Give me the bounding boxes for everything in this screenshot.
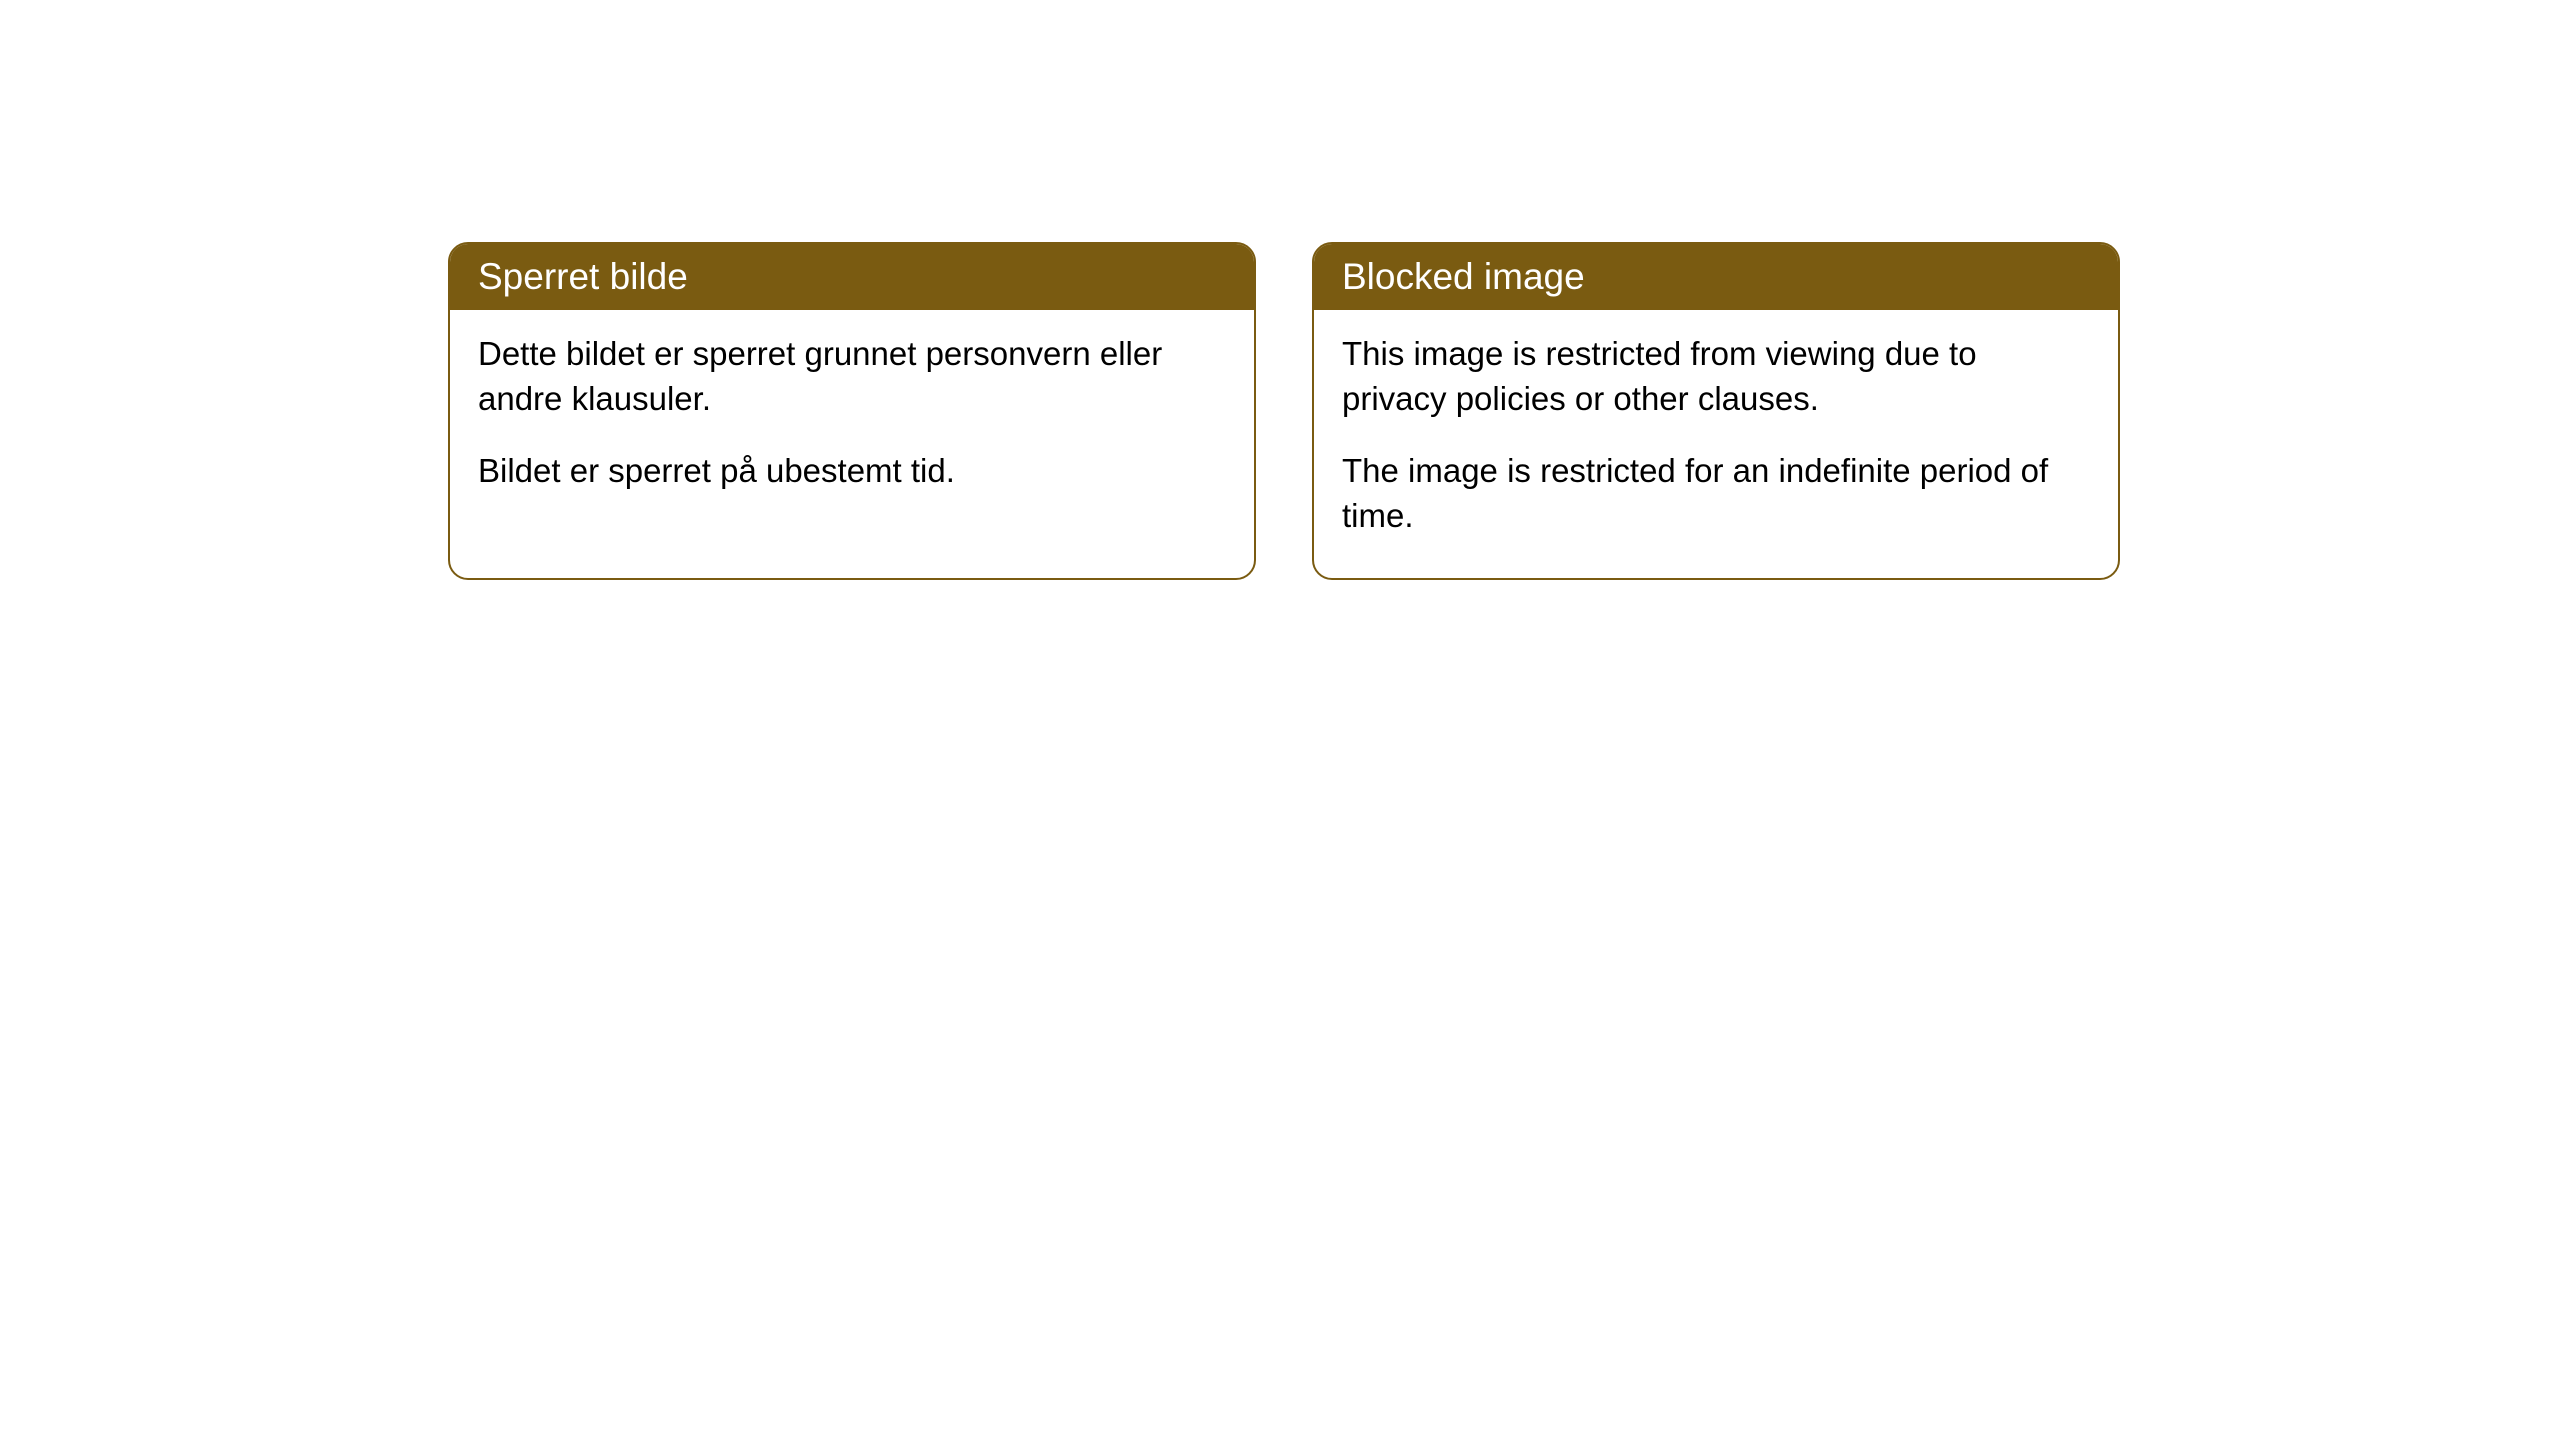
card-header: Blocked image <box>1314 244 2118 310</box>
card-title: Blocked image <box>1342 256 1585 297</box>
notice-cards-container: Sperret bilde Dette bildet er sperret gr… <box>448 242 2120 580</box>
card-paragraph-2: The image is restricted for an indefinit… <box>1342 449 2090 538</box>
card-body: Dette bildet er sperret grunnet personve… <box>450 310 1254 534</box>
card-paragraph-1: This image is restricted from viewing du… <box>1342 332 2090 421</box>
card-title: Sperret bilde <box>478 256 688 297</box>
card-paragraph-2: Bildet er sperret på ubestemt tid. <box>478 449 1226 494</box>
blocked-image-card-english: Blocked image This image is restricted f… <box>1312 242 2120 580</box>
card-body: This image is restricted from viewing du… <box>1314 310 2118 578</box>
blocked-image-card-norwegian: Sperret bilde Dette bildet er sperret gr… <box>448 242 1256 580</box>
card-paragraph-1: Dette bildet er sperret grunnet personve… <box>478 332 1226 421</box>
card-header: Sperret bilde <box>450 244 1254 310</box>
